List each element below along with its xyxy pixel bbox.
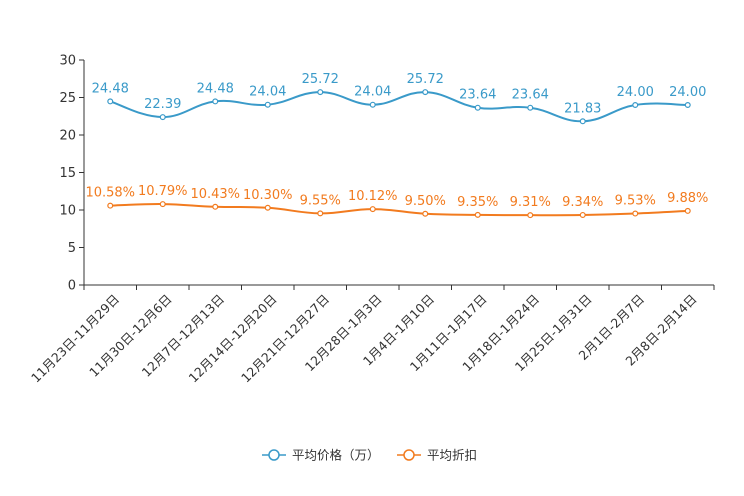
legend-item-2[interactable]: 平均折扣 xyxy=(397,448,477,463)
series-2: 10.58% 10.79% 10.43% 10.30% 9.55% 10.12% 9.50%… xyxy=(85,184,708,219)
data-point[interactable] xyxy=(107,98,114,105)
data-label: 10.12% xyxy=(348,189,398,204)
data-label: 24.48 xyxy=(92,81,129,96)
data-label: 9.53% xyxy=(615,194,656,209)
data-label: 25.72 xyxy=(302,72,339,87)
legend-label: 平均折扣 xyxy=(427,448,477,463)
data-label: 10.30% xyxy=(243,188,293,203)
series-line xyxy=(110,203,688,217)
data-point[interactable] xyxy=(474,104,481,111)
legend-item-1[interactable]: 平均价格（万） xyxy=(262,448,380,463)
data-point[interactable] xyxy=(317,210,324,217)
data-point[interactable] xyxy=(264,204,271,211)
data-label: 10.43% xyxy=(190,187,240,202)
y-tick-label: 0 xyxy=(68,279,76,294)
data-point[interactable] xyxy=(212,203,219,210)
x-tick-label: 12月21日-12月27日 xyxy=(238,291,332,385)
data-label: 10.58% xyxy=(85,186,135,201)
data-label: 24.04 xyxy=(354,85,391,100)
legend-marker-icon xyxy=(268,449,280,461)
data-point[interactable] xyxy=(474,211,481,218)
data-point[interactable] xyxy=(159,201,166,208)
data-point[interactable] xyxy=(264,101,271,108)
data-point[interactable] xyxy=(632,210,639,217)
data-point[interactable] xyxy=(369,101,376,108)
data-point[interactable] xyxy=(527,104,534,111)
data-point[interactable] xyxy=(632,101,639,108)
y-tick-label: 20 xyxy=(59,129,76,144)
data-label: 22.39 xyxy=(144,97,181,112)
data-point[interactable] xyxy=(684,207,691,214)
data-point[interactable] xyxy=(527,212,534,219)
data-point[interactable] xyxy=(579,118,586,125)
y-tick-label: 15 xyxy=(59,166,76,181)
series-line xyxy=(109,91,688,123)
data-label: 24.00 xyxy=(669,85,706,100)
x-tick-label: 11月23日-11月29日 xyxy=(28,291,122,385)
y-tick-label: 30 xyxy=(59,54,76,69)
data-label: 10.79% xyxy=(138,184,188,199)
y-tick-label: 5 xyxy=(68,241,76,256)
data-label: 9.88% xyxy=(667,191,708,206)
data-label: 9.34% xyxy=(562,195,603,210)
data-label: 23.64 xyxy=(459,88,496,103)
data-point[interactable] xyxy=(422,89,429,96)
legend-marker-icon xyxy=(403,449,415,461)
data-point[interactable] xyxy=(107,202,114,209)
data-label: 24.04 xyxy=(249,85,286,100)
data-point[interactable] xyxy=(422,210,429,217)
data-label: 23.64 xyxy=(512,88,549,103)
data-label: 9.50% xyxy=(405,194,446,209)
data-label: 24.48 xyxy=(197,81,234,96)
legend[interactable]: 平均价格（万） 平均折扣 xyxy=(262,448,477,463)
legend-label: 平均价格（万） xyxy=(292,448,380,463)
data-label: 9.55% xyxy=(300,193,341,208)
x-tick-label: 12月14日-12月20日 xyxy=(186,291,280,385)
data-label: 21.83 xyxy=(564,101,601,116)
data-point[interactable] xyxy=(317,89,324,96)
y-tick-label: 25 xyxy=(59,91,76,106)
data-point[interactable] xyxy=(579,211,586,218)
y-tick-label: 10 xyxy=(59,204,76,219)
data-label: 24.00 xyxy=(617,85,654,100)
data-point[interactable] xyxy=(369,206,376,213)
data-label: 9.35% xyxy=(457,195,498,210)
data-point[interactable] xyxy=(684,101,691,108)
series-layer: 24.48 22.39 24.48 24.04 25.72 24.04 25.72 23.64… xyxy=(85,72,708,219)
series-1: 24.48 22.39 24.48 24.04 25.72 24.04 25.72 23.64… xyxy=(92,72,706,125)
data-point[interactable] xyxy=(159,114,166,121)
data-label: 25.72 xyxy=(407,72,444,87)
data-point[interactable] xyxy=(212,98,219,105)
data-label: 9.31% xyxy=(510,195,551,210)
